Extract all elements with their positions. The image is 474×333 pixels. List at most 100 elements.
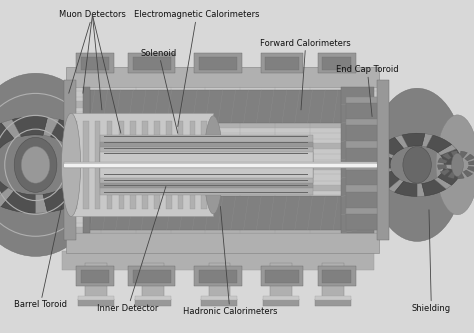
- Bar: [66, 195, 379, 202]
- Bar: [66, 101, 379, 108]
- Bar: [104, 136, 308, 137]
- Wedge shape: [402, 133, 425, 147]
- Bar: [128, 53, 175, 73]
- Polygon shape: [66, 67, 379, 87]
- Wedge shape: [378, 138, 403, 155]
- Bar: [104, 192, 308, 193]
- Bar: [341, 87, 374, 233]
- Wedge shape: [444, 165, 462, 170]
- Bar: [190, 121, 195, 209]
- Ellipse shape: [204, 116, 223, 214]
- Bar: [66, 112, 379, 118]
- Bar: [100, 152, 313, 178]
- Bar: [135, 296, 171, 300]
- Bar: [100, 142, 313, 188]
- Bar: [90, 196, 346, 230]
- Bar: [346, 97, 377, 230]
- Wedge shape: [467, 166, 474, 172]
- Text: Hadronic Calorimeters: Hadronic Calorimeters: [182, 206, 277, 316]
- Wedge shape: [375, 149, 394, 159]
- Bar: [66, 174, 379, 181]
- Bar: [104, 180, 308, 181]
- Bar: [322, 57, 351, 70]
- Bar: [71, 121, 77, 209]
- Wedge shape: [1, 120, 21, 139]
- Bar: [64, 80, 76, 240]
- Bar: [318, 266, 356, 286]
- Bar: [100, 147, 313, 183]
- Bar: [95, 121, 100, 209]
- Bar: [263, 299, 299, 306]
- Wedge shape: [36, 194, 47, 213]
- Bar: [154, 121, 160, 209]
- Bar: [265, 57, 299, 70]
- Bar: [81, 57, 109, 70]
- Wedge shape: [440, 169, 450, 175]
- Bar: [346, 126, 377, 141]
- Bar: [107, 121, 112, 209]
- Bar: [346, 192, 377, 207]
- Wedge shape: [50, 120, 88, 146]
- Bar: [66, 133, 379, 139]
- Bar: [64, 162, 377, 168]
- Bar: [199, 270, 237, 283]
- Wedge shape: [373, 168, 392, 175]
- Bar: [346, 170, 377, 185]
- Wedge shape: [422, 134, 432, 147]
- Wedge shape: [1, 191, 36, 213]
- Bar: [209, 263, 230, 303]
- Wedge shape: [438, 168, 462, 185]
- Bar: [178, 121, 183, 209]
- Bar: [201, 121, 207, 209]
- Bar: [83, 121, 89, 209]
- Bar: [81, 270, 109, 283]
- Wedge shape: [417, 183, 425, 196]
- Wedge shape: [435, 177, 452, 189]
- Bar: [377, 80, 389, 240]
- Wedge shape: [438, 145, 456, 155]
- Bar: [64, 164, 377, 166]
- Bar: [199, 57, 237, 70]
- Text: Barrel Toroid: Barrel Toroid: [14, 206, 67, 309]
- Bar: [142, 121, 148, 209]
- Bar: [66, 164, 379, 170]
- Ellipse shape: [436, 115, 474, 215]
- Bar: [104, 148, 308, 149]
- Wedge shape: [447, 172, 456, 178]
- Wedge shape: [394, 181, 417, 196]
- Wedge shape: [372, 154, 392, 170]
- Bar: [166, 121, 172, 209]
- Bar: [194, 53, 242, 73]
- Bar: [128, 266, 175, 286]
- Wedge shape: [422, 179, 446, 196]
- Ellipse shape: [14, 137, 57, 192]
- Bar: [346, 148, 377, 163]
- Bar: [100, 135, 313, 195]
- Text: End Cap Toroid: End Cap Toroid: [336, 65, 399, 117]
- Bar: [118, 121, 124, 209]
- Bar: [71, 113, 213, 216]
- Wedge shape: [438, 165, 447, 169]
- Ellipse shape: [62, 113, 81, 216]
- Text: Electromagnetic Calorimeters: Electromagnetic Calorimeters: [134, 10, 259, 127]
- Bar: [322, 270, 351, 283]
- Text: Shielding: Shielding: [412, 210, 451, 313]
- Wedge shape: [394, 135, 408, 149]
- Bar: [270, 263, 292, 303]
- Bar: [261, 266, 303, 286]
- Bar: [66, 216, 379, 223]
- Wedge shape: [68, 134, 95, 150]
- Text: Forward Calorimeters: Forward Calorimeters: [260, 39, 351, 110]
- Wedge shape: [426, 135, 452, 153]
- Bar: [66, 227, 379, 233]
- Wedge shape: [451, 151, 457, 157]
- Bar: [90, 90, 346, 123]
- Bar: [201, 296, 237, 300]
- Bar: [194, 266, 242, 286]
- Ellipse shape: [451, 153, 463, 176]
- Bar: [66, 154, 379, 160]
- Text: Solenoid: Solenoid: [141, 49, 178, 133]
- Bar: [66, 87, 379, 233]
- Bar: [315, 299, 351, 306]
- Bar: [104, 174, 308, 175]
